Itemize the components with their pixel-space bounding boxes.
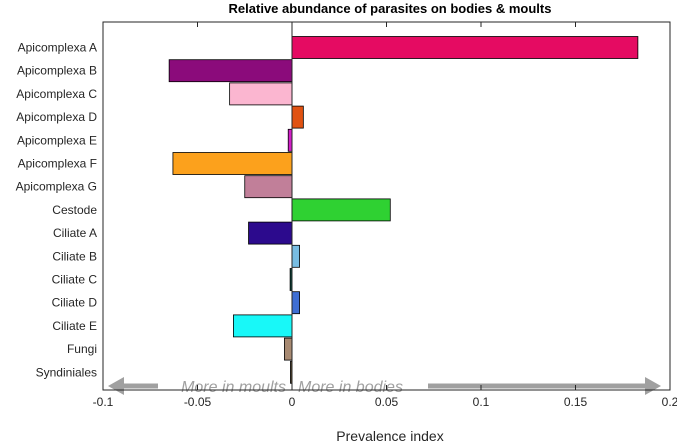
right-arrow-head xyxy=(645,377,661,395)
category-label: Ciliate B xyxy=(52,249,97,263)
x-tick-label: 0.2 xyxy=(662,395,677,409)
bar-ciliate-b xyxy=(291,244,300,268)
x-axis-ticks: -0.1 -0.05 0 0.05 0.1 0.15 0.2 xyxy=(93,22,677,409)
x-tick-label: 0 xyxy=(289,395,296,409)
category-label: Apicomplexa E xyxy=(17,133,97,147)
x-tick-label: 0.1 xyxy=(473,395,490,409)
category-label: Ciliate C xyxy=(52,273,98,287)
category-label: Syndiniales xyxy=(36,365,97,379)
bar-apicomplexa-c xyxy=(229,82,293,106)
chart-title: Relative abundance of parasites on bodie… xyxy=(229,1,552,16)
bar-apicomplexa-b xyxy=(168,59,293,83)
y-axis-categories: Apicomplexa A Apicomplexa B Apicomplexa C A… xyxy=(16,41,98,380)
bar-ciliate-d xyxy=(291,291,300,315)
category-label: Cestode xyxy=(52,203,97,217)
annotation-layer: More in moults More in bodies xyxy=(108,377,661,396)
category-label: Ciliate A xyxy=(53,226,97,240)
x-tick-label: 0.05 xyxy=(375,395,399,409)
category-label: Ciliate D xyxy=(52,296,98,310)
bar-ciliate-a xyxy=(248,221,293,245)
bar-apicomplexa-a xyxy=(291,36,639,59)
bar-apicomplexa-d xyxy=(291,105,304,129)
category-label: Ciliate E xyxy=(52,319,97,333)
x-axis-label: Prevalence index xyxy=(336,428,443,444)
category-label: Apicomplexa B xyxy=(17,64,97,78)
bar-apicomplexa-e xyxy=(287,128,293,152)
x-tick-label: 0.15 xyxy=(564,395,588,409)
category-label: Apicomplexa F xyxy=(18,157,97,171)
category-label: Apicomplexa A xyxy=(18,41,97,55)
left-arrow-head xyxy=(108,377,124,395)
category-label: Fungi xyxy=(67,342,97,356)
bars-layer xyxy=(168,36,639,384)
x-tick-label: -0.05 xyxy=(184,395,212,409)
category-label: Apicomplexa D xyxy=(16,110,97,124)
annotation-more-in-bodies: More in bodies xyxy=(298,379,403,396)
x-tick-label: -0.1 xyxy=(93,395,114,409)
bar-fungi xyxy=(284,337,293,361)
category-label: Apicomplexa C xyxy=(16,87,97,101)
bar-cestode xyxy=(291,198,391,222)
bar-ciliate-e xyxy=(233,314,293,338)
bar-apicomplexa-f xyxy=(172,152,293,175)
category-label: Apicomplexa G xyxy=(16,180,97,194)
bar-apicomplexa-g xyxy=(244,175,293,199)
annotation-more-in-moults: More in moults xyxy=(181,379,286,396)
